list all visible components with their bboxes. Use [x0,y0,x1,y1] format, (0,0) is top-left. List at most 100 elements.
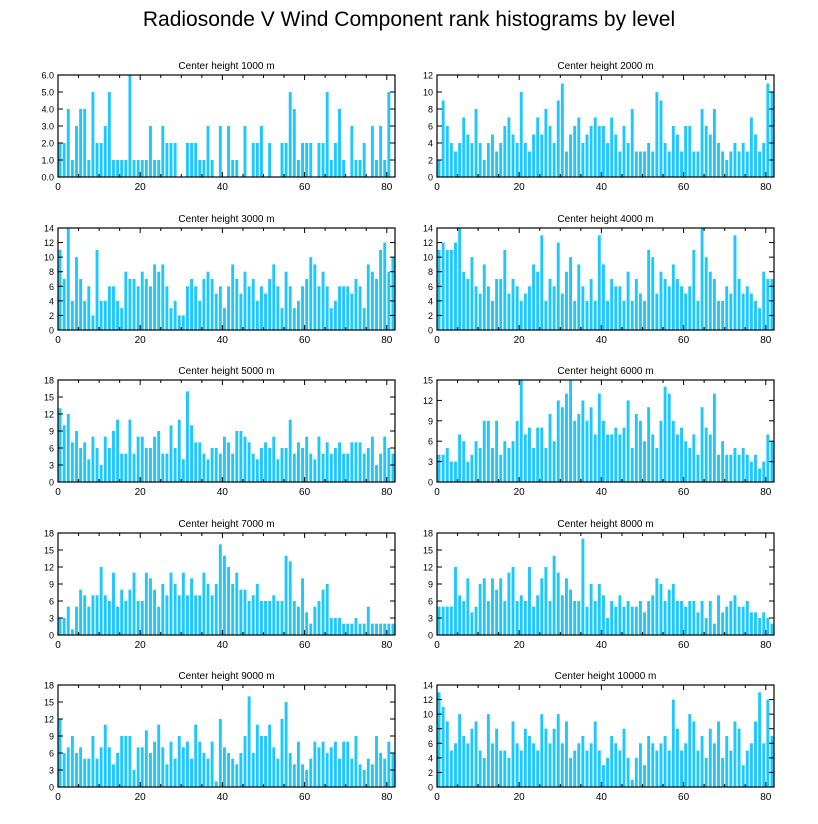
histogram-bar [305,436,309,482]
histogram-bar [647,249,651,330]
histogram-bar [692,249,696,330]
histogram-bar [144,572,148,635]
histogram-bar [66,414,70,482]
x-tick-label: 80 [760,487,772,498]
histogram-bar [556,400,560,482]
panel-title: Center height 4000 m [557,214,653,225]
histogram-bar [95,249,99,330]
histogram-bar [276,758,280,787]
histogram-bar [198,160,202,177]
histogram-bar [329,747,333,787]
histogram-bar [79,747,83,787]
histogram-bar [458,434,462,482]
histogram-bar [370,436,374,482]
y-tick-label: 3 [49,461,54,471]
x-tick-label: 0 [55,487,61,498]
histogram-bar [618,595,622,635]
histogram-bar [222,308,226,330]
histogram-bar [684,743,688,787]
histogram-bar [206,271,210,330]
histogram-bar [593,601,597,635]
histogram-bar [622,300,626,330]
histogram-bar [638,743,642,787]
histogram-bar [585,606,589,635]
histogram-bar [544,448,548,482]
y-tick-label: 2 [428,768,433,778]
histogram-bar [692,151,696,177]
y-tick-label: 4 [428,139,433,149]
histogram-bar [651,434,655,482]
histogram-bar [499,279,503,330]
histogram-bar [708,601,712,635]
histogram-bar [569,757,573,787]
histogram-bar [383,242,387,330]
histogram-bar [173,448,177,482]
histogram-bar [99,300,103,330]
panel-10: Center height 10000 m 0 20 40 60 80 0 2 4 6 8 10 12 1… [423,671,775,803]
histogram-bar [95,595,99,635]
histogram-bar [198,442,202,482]
histogram-bar [198,741,202,787]
histogram-bar [737,151,741,177]
y-tick-label: 12 [44,238,54,248]
histogram-bar [218,544,222,635]
histogram-bar [663,143,667,177]
histogram-bar [671,126,675,177]
histogram-bar [169,143,173,177]
x-tick-label: 40 [217,182,229,193]
histogram-bar [725,736,729,787]
histogram-bar [638,601,642,635]
histogram-bar [66,747,70,787]
histogram-bar [466,461,470,482]
histogram-bar [762,612,766,635]
x-tick-label: 20 [135,640,147,651]
histogram-bar [375,623,378,635]
histogram-bar [354,618,358,635]
y-tick-label: 15 [44,393,54,403]
histogram-bar [112,286,115,330]
panel-5: Center height 5000 m 0 20 40 60 80 0 3 6 9 12 15 18 [44,366,396,498]
histogram-bar [758,468,762,482]
histogram-bar [466,578,470,635]
histogram-bar [745,601,749,635]
histogram-bar [741,143,745,177]
histogram-bar [528,736,531,787]
histogram-bar [321,453,325,482]
histogram-bar [194,442,198,482]
histogram-bar [630,109,634,177]
histogram-bar [239,753,243,787]
x-tick-label: 60 [678,640,690,651]
histogram-bar [618,750,622,787]
histogram-bar [462,271,466,330]
histogram-bar [491,743,494,787]
histogram-bar [264,442,267,482]
histogram-bar [329,618,333,635]
histogram-bar [99,747,103,787]
histogram-bar [362,770,366,787]
histogram-bar [301,143,304,177]
histogram-bar [601,264,605,330]
y-tick-label: 8 [428,267,433,277]
histogram-bar [593,300,597,330]
histogram-bar [358,623,362,635]
histogram-bar [214,448,218,482]
x-tick-label: 0 [434,335,440,346]
histogram-bar [647,143,651,177]
histogram-bar [296,300,300,330]
x-tick-label: 40 [596,182,608,193]
histogram-bar [626,400,630,482]
histogram-bar [70,442,74,482]
histogram-bar [540,427,544,482]
histogram-bar [280,143,284,177]
y-tick-label: 12 [423,396,433,406]
histogram-bar [210,160,214,177]
plot-frame [436,227,775,331]
histogram-bar [325,753,329,787]
histogram-bar [745,454,749,482]
histogram-bar [556,572,560,635]
histogram-bar [717,143,720,177]
histogram-bar [153,160,157,177]
histogram-bar [499,578,503,635]
histogram-bar [132,572,136,635]
histogram-bar [486,714,490,787]
